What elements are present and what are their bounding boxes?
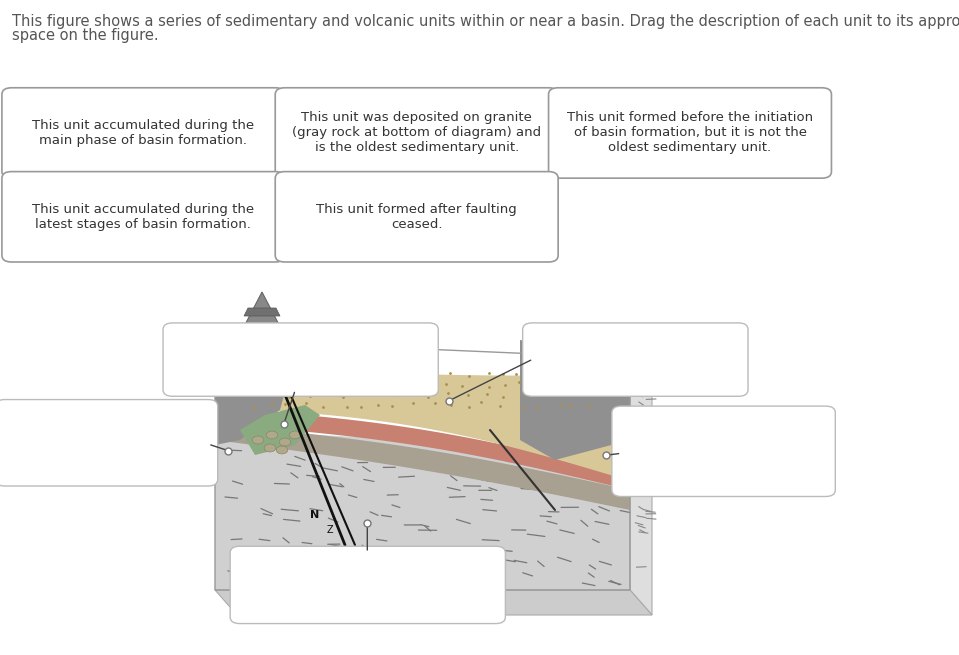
Polygon shape: [215, 424, 630, 510]
Ellipse shape: [276, 446, 288, 454]
Text: This figure shows a series of sedimentary and volcanic units within or near a ba: This figure shows a series of sedimentar…: [12, 14, 959, 29]
Polygon shape: [215, 590, 652, 615]
Polygon shape: [630, 358, 652, 615]
FancyBboxPatch shape: [275, 172, 558, 262]
Polygon shape: [234, 365, 620, 478]
Text: This unit formed after faulting
ceased.: This unit formed after faulting ceased.: [316, 203, 517, 231]
Polygon shape: [215, 430, 630, 590]
Text: This unit accumulated during the
latest stages of basin formation.: This unit accumulated during the latest …: [33, 203, 254, 231]
Text: This unit was deposited on granite
(gray rock at bottom of diagram) and
is the o: This unit was deposited on granite (gray…: [292, 111, 541, 155]
FancyBboxPatch shape: [275, 88, 558, 178]
Ellipse shape: [267, 431, 278, 439]
Polygon shape: [244, 308, 280, 316]
FancyBboxPatch shape: [2, 172, 285, 262]
Ellipse shape: [290, 431, 301, 439]
Text: v: v: [277, 331, 281, 339]
Text: space on the figure.: space on the figure.: [12, 28, 158, 43]
Text: v: v: [259, 331, 264, 339]
FancyBboxPatch shape: [230, 546, 505, 624]
FancyBboxPatch shape: [2, 88, 285, 178]
Ellipse shape: [265, 444, 276, 452]
Text: v: v: [241, 331, 246, 339]
FancyBboxPatch shape: [0, 400, 218, 486]
FancyBboxPatch shape: [523, 323, 748, 396]
Text: v: v: [249, 331, 254, 339]
FancyBboxPatch shape: [549, 88, 831, 178]
FancyBboxPatch shape: [612, 406, 835, 496]
Polygon shape: [520, 340, 630, 460]
Text: This unit accumulated during the
main phase of basin formation.: This unit accumulated during the main ph…: [33, 119, 254, 147]
FancyBboxPatch shape: [163, 323, 438, 396]
Text: This unit formed before the initiation
of basin formation, but it is not the
old: This unit formed before the initiation o…: [567, 111, 813, 155]
Polygon shape: [215, 330, 295, 445]
Text: v: v: [268, 331, 272, 339]
Ellipse shape: [252, 436, 264, 444]
Polygon shape: [215, 408, 630, 490]
Polygon shape: [240, 405, 320, 455]
Polygon shape: [237, 292, 287, 340]
Text: N: N: [311, 510, 319, 520]
Text: Z: Z: [327, 525, 334, 535]
Ellipse shape: [279, 438, 291, 446]
